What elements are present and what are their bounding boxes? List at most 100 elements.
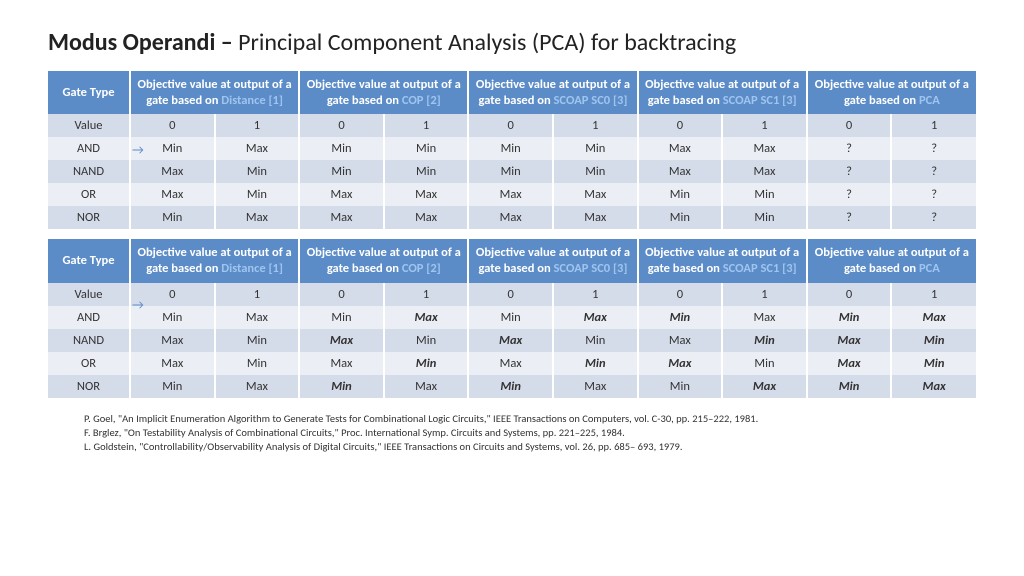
data-cell: Min xyxy=(722,183,807,206)
data-cell: ? xyxy=(807,183,892,206)
value-subhead: 1 xyxy=(891,114,976,137)
table-row: ORMaxMinMaxMinMaxMinMaxMinMaxMin xyxy=(48,352,976,375)
data-cell: Min xyxy=(299,306,384,329)
title-rest: Principal Component Analysis (PCA) for b… xyxy=(238,28,736,57)
data-cell: Max xyxy=(807,352,892,375)
data-cell: Min xyxy=(299,160,384,183)
value-subhead: 0 xyxy=(638,283,723,306)
data-cell: Max xyxy=(299,183,384,206)
data-cell: Min xyxy=(722,352,807,375)
data-cell: Min xyxy=(553,352,638,375)
data-cell: Max xyxy=(468,183,553,206)
value-subhead: 0 xyxy=(130,114,215,137)
table-row: ORMaxMinMaxMaxMaxMaxMinMin?? xyxy=(48,183,976,206)
data-cell: Max xyxy=(553,306,638,329)
data-cell: Min xyxy=(891,329,976,352)
value-subhead: 0 xyxy=(468,114,553,137)
data-cell: Max xyxy=(215,306,300,329)
value-subhead: 1 xyxy=(891,283,976,306)
data-cell: Max xyxy=(468,352,553,375)
col-metric: Objective value at output of a gate base… xyxy=(468,71,637,114)
data-cell: Max xyxy=(553,375,638,398)
data-cell: ? xyxy=(891,206,976,229)
value-subhead: 1 xyxy=(384,114,469,137)
data-cell: ? xyxy=(891,183,976,206)
value-subhead: 0 xyxy=(468,283,553,306)
gate-cell: OR xyxy=(48,352,130,375)
data-cell: Min xyxy=(891,352,976,375)
data-cell: Max xyxy=(215,206,300,229)
data-cell: Max xyxy=(638,329,723,352)
data-cell: Min xyxy=(130,206,215,229)
table-row: ANDMinMaxMinMinMinMinMaxMax?? xyxy=(48,137,976,160)
data-cell: ? xyxy=(807,206,892,229)
data-cell: Min xyxy=(722,206,807,229)
data-cell: Max xyxy=(130,352,215,375)
data-cell: Max xyxy=(130,183,215,206)
data-cell: ? xyxy=(891,137,976,160)
data-cell: Max xyxy=(215,137,300,160)
data-cell: Max xyxy=(384,206,469,229)
value-subhead: 1 xyxy=(722,283,807,306)
data-cell: Min xyxy=(130,375,215,398)
col-metric: Objective value at output of a gate base… xyxy=(130,71,299,114)
data-cell: Min xyxy=(384,352,469,375)
table2: Gate TypeObjective value at output of a … xyxy=(48,239,976,397)
data-cell: Max xyxy=(722,137,807,160)
data-cell: Min xyxy=(553,160,638,183)
value-subhead: 0 xyxy=(638,114,723,137)
col-metric: Objective value at output of a gate base… xyxy=(638,239,807,282)
data-cell: Max xyxy=(468,206,553,229)
value-subhead: 0 xyxy=(299,114,384,137)
data-cell: Max xyxy=(299,206,384,229)
value-label: Value xyxy=(48,114,130,137)
col-metric: Objective value at output of a gate base… xyxy=(299,71,468,114)
data-cell: Min xyxy=(215,160,300,183)
gate-cell: NAND xyxy=(48,329,130,352)
data-cell: Min xyxy=(638,375,723,398)
data-cell: Min xyxy=(807,375,892,398)
ref-line: L. Goldstein, "Controllability/Observabi… xyxy=(84,440,976,454)
table-row: ANDMinMaxMinMaxMinMaxMinMaxMinMax xyxy=(48,306,976,329)
table-row: NANDMaxMinMaxMinMaxMinMaxMinMaxMin xyxy=(48,329,976,352)
value-subhead: 1 xyxy=(215,114,300,137)
data-cell: Max xyxy=(722,306,807,329)
data-cell: Min xyxy=(299,137,384,160)
table1-wrap: → Gate TypeObjective value at output of … xyxy=(48,71,976,229)
data-cell: Max xyxy=(553,206,638,229)
value-subhead: 0 xyxy=(130,283,215,306)
data-cell: Min xyxy=(638,183,723,206)
data-cell: Max xyxy=(722,375,807,398)
data-cell: Min xyxy=(638,306,723,329)
data-cell: Max xyxy=(299,352,384,375)
data-cell: Min xyxy=(215,183,300,206)
col-metric: Objective value at output of a gate base… xyxy=(807,239,976,282)
data-cell: Min xyxy=(553,137,638,160)
value-subhead: 0 xyxy=(807,283,892,306)
col-gate-type: Gate Type xyxy=(48,71,130,114)
gate-cell: AND xyxy=(48,306,130,329)
col-metric: Objective value at output of a gate base… xyxy=(299,239,468,282)
value-subhead: 1 xyxy=(553,114,638,137)
value-subhead: 0 xyxy=(299,283,384,306)
value-subhead: 1 xyxy=(553,283,638,306)
data-cell: Max xyxy=(384,306,469,329)
data-cell: Max xyxy=(384,375,469,398)
page-title: Modus Operandi – Principal Component Ana… xyxy=(48,28,976,57)
gate-cell: NAND xyxy=(48,160,130,183)
data-cell: Min xyxy=(384,137,469,160)
data-cell: Max xyxy=(638,352,723,375)
value-subhead: 1 xyxy=(384,283,469,306)
title-bold: Modus Operandi – xyxy=(48,28,238,57)
data-cell: Min xyxy=(130,306,215,329)
col-metric: Objective value at output of a gate base… xyxy=(807,71,976,114)
data-cell: Max xyxy=(638,160,723,183)
data-cell: Min xyxy=(468,160,553,183)
data-cell: ? xyxy=(807,160,892,183)
col-metric: Objective value at output of a gate base… xyxy=(638,71,807,114)
data-cell: Min xyxy=(215,352,300,375)
data-cell: Max xyxy=(130,329,215,352)
data-cell: Min xyxy=(722,329,807,352)
data-cell: Max xyxy=(722,160,807,183)
col-metric: Objective value at output of a gate base… xyxy=(130,239,299,282)
